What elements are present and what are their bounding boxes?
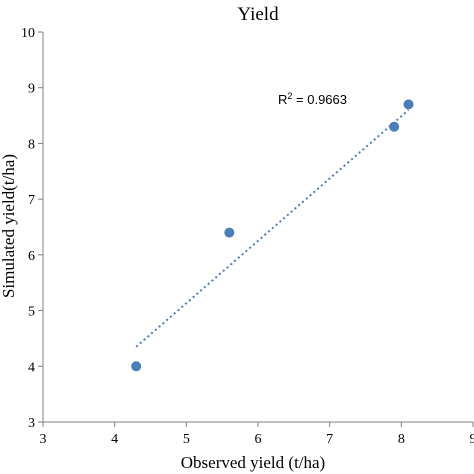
data-point bbox=[224, 227, 235, 238]
data-point bbox=[131, 361, 142, 372]
y-tick-label: 9 bbox=[28, 82, 35, 97]
data-points bbox=[131, 99, 414, 372]
y-axis-label: Simulated yield(t/ha) bbox=[0, 154, 18, 298]
x-tick-label: 9 bbox=[470, 432, 474, 447]
y-tick-label: 3 bbox=[28, 416, 35, 431]
y-tick-label: 5 bbox=[28, 305, 35, 320]
x-axis-label: Observed yield (t/ha) bbox=[181, 453, 325, 472]
y-axis-ticks: 3 4 5 6 7 8 9 10 bbox=[21, 26, 43, 431]
y-tick-label: 6 bbox=[28, 249, 35, 264]
data-point bbox=[389, 121, 400, 132]
y-tick-label: 7 bbox=[28, 193, 35, 208]
y-tick-label: 10 bbox=[21, 26, 35, 41]
data-point bbox=[403, 99, 414, 110]
r-squared-superscript: 2 bbox=[287, 91, 292, 101]
r-squared-annotation: R2 = 0.9663 bbox=[278, 91, 347, 107]
chart-title: Yield bbox=[237, 4, 279, 25]
r-squared-prefix: R bbox=[278, 92, 287, 107]
x-tick-label: 6 bbox=[255, 432, 262, 447]
x-tick-label: 8 bbox=[398, 432, 405, 447]
x-axis-ticks: 3 4 5 6 7 8 9 bbox=[40, 422, 474, 447]
r-squared-value: = 0.9663 bbox=[292, 92, 347, 107]
trendline bbox=[135, 109, 410, 348]
x-tick-label: 3 bbox=[40, 432, 47, 447]
y-tick-label: 4 bbox=[28, 360, 35, 375]
x-tick-label: 5 bbox=[183, 432, 190, 447]
x-tick-label: 7 bbox=[326, 432, 333, 447]
y-tick-label: 8 bbox=[28, 137, 35, 152]
x-tick-label: 4 bbox=[111, 432, 118, 447]
